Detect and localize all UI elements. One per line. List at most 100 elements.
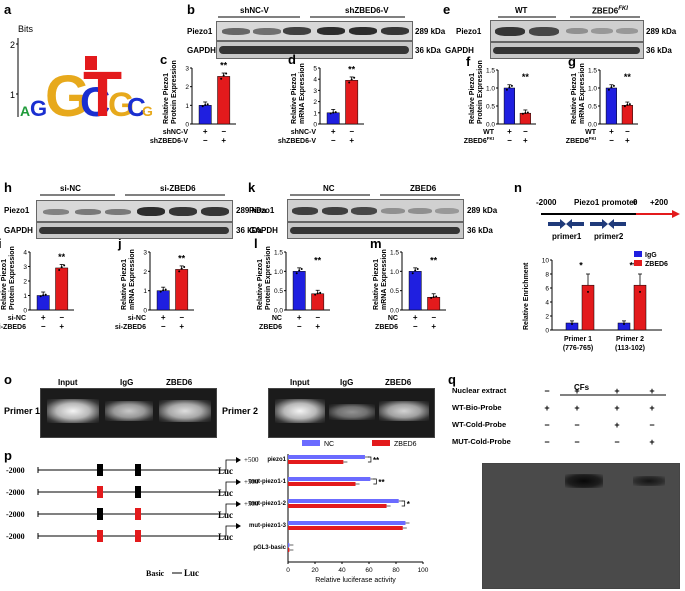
i-dot [44,293,47,296]
d-dot [334,111,337,114]
j-ytick-label: 2 [143,269,147,276]
c-dot [220,77,223,80]
construct-1-site-0 [97,486,103,498]
l-dot [319,291,322,294]
m-ytick-label: 1.5 [390,250,399,257]
i-bar-0 [36,295,50,311]
g-dot [610,86,613,89]
construct-luc-3: Luc [218,532,233,542]
primer1-reverse-arrow [566,219,584,229]
group-shzbed6: shZBED6-V [345,6,389,15]
svg-text:C: C [80,78,110,125]
promoter-end: +200 [650,198,669,207]
p-sig-2: * [407,500,411,509]
m-row-1-val-0: − [413,322,418,331]
g-dot [626,103,629,106]
i-row-label-1: si-ZBED6 [0,324,26,331]
construct-end-0: +500 [244,456,259,464]
emsa-gel [482,463,680,589]
p-xtick-label: 80 [392,567,400,574]
q-row-2-val-1: − [574,420,579,430]
q-row-0-val-2: + [614,386,619,396]
construct-3-site-0 [97,530,103,542]
l-bar-0 [292,271,306,311]
panel-i-letter: i [0,236,2,251]
cfs-header: CFs [574,383,590,392]
l-dot [300,268,303,271]
c-row-label-1: shZBED6-V [150,138,188,145]
q-row-2-val-2: + [614,420,619,430]
m-bar-0 [408,271,422,311]
blot-h-piezo1 [36,200,233,222]
l-sig: ** [314,255,322,265]
m-ytick-label: 0.5 [390,288,399,295]
primer1-gel-label: Primer 1 [4,406,41,416]
j-dot [164,288,167,291]
i-dot [60,266,63,269]
size-289: 289 kDa [415,27,446,36]
j-dot [183,265,186,268]
panel-a-label: a [4,2,12,17]
f-row-1-val-1: + [523,136,528,145]
p-cat-2: mut-piezo1-2 [249,501,287,507]
svg-text:A: A [20,103,30,119]
c-ytick-label: 3 [185,66,189,73]
q-row-2-val-3: − [649,420,654,430]
l-row-0-val-0: + [297,313,302,322]
d-dot [329,112,332,115]
p-bar-0-3 [288,521,406,525]
g-row-0-val-0: + [609,127,614,136]
blot-k-piezo1 [287,199,464,222]
construct-start-0: -2000 [6,466,25,475]
svg-text:G: G [142,103,153,119]
i-dot [39,295,42,298]
lane-igg-2: IgG [340,378,354,387]
d-ytick-label: 5 [313,66,317,73]
g-ylabel-2: mRNA Expression [579,63,586,124]
d-row-1-val-0: − [331,136,336,145]
c-dot [204,103,207,106]
q-row-3-val-0: − [544,437,549,447]
g-dot [623,105,626,108]
i-ylabel-1: Relative Piezo1 [1,259,8,310]
n-ytick-label: 8 [545,272,549,279]
n-range-0: (776-765) [563,345,593,352]
panel-b-label: b [187,2,195,17]
q-row-3-val-3: + [649,437,654,447]
size-36: 36 kDa [415,46,441,55]
n-dot [639,290,641,293]
gel-primer1 [40,388,217,438]
svg-text:G: G [108,86,134,124]
panel-p-label: p [4,448,12,463]
f-row-label-1: ZBED6FKI [464,136,494,145]
n-legend-swatch-1 [634,260,642,266]
d-dot [348,81,351,84]
panel-j-letter: j [117,236,122,251]
q-row-1-val-0: + [544,403,549,413]
f-dot [521,112,524,115]
chart-p-svg: NC ZBED6 0 20 40 60 80 100 Relative luciferase a… [249,440,429,584]
p-bar-1-2 [288,504,387,508]
blot-e-gapdh [490,42,644,59]
i-ytick-label: 0 [23,308,27,315]
lane-igg-1: IgG [120,378,134,387]
l-ytick-label: 0.5 [274,288,283,295]
group-wt: WT [515,6,528,15]
construct-start-1: -2000 [6,488,25,497]
j-row-label-0: si-NC [128,315,146,322]
d-bar-0 [326,112,340,125]
construct-arrow-0 [218,459,236,471]
cfs-line [560,394,666,396]
g-row-1-val-0: − [609,136,614,145]
g-row-1-val-1: + [625,136,630,145]
primer2-label: primer2 [594,232,624,241]
f-ylabel-1: Relative Piezo1 [469,73,476,124]
primer1-label: primer1 [552,232,582,241]
i-dot [63,264,66,267]
primer2-reverse-arrow [608,219,626,229]
g-dot [628,103,631,106]
c-dot [222,74,225,77]
i-row-0-val-1: − [59,313,64,322]
p-legend-swatch-1 [372,440,390,446]
